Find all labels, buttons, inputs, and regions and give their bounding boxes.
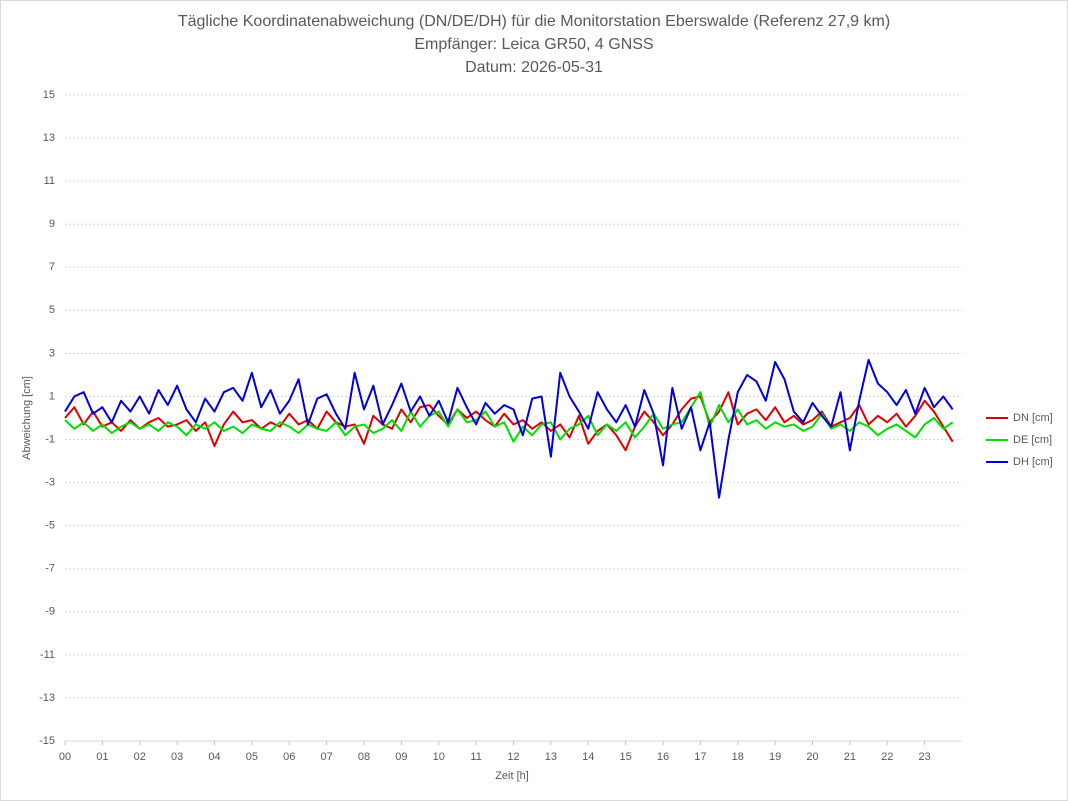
x-tick-label: 11 (470, 751, 481, 763)
y-tick-label: -11 (40, 649, 55, 661)
y-tick-label: -13 (39, 692, 55, 704)
y-tick-label: 15 (43, 89, 55, 101)
data-line (64, 391, 954, 452)
x-tick-label: 01 (96, 751, 108, 763)
legend-label: DH [cm] (1013, 456, 1053, 468)
x-tick-label: 02 (134, 751, 146, 763)
data-line (64, 358, 954, 499)
x-tick-label: 16 (657, 751, 669, 763)
legend-label: DE [cm] (1013, 434, 1052, 446)
x-tick-label: 20 (806, 751, 818, 763)
x-tick-label: 22 (881, 751, 893, 763)
y-tick-label: -7 (45, 563, 55, 575)
y-axis-label: Abweichung [cm] (21, 376, 33, 460)
data-line (64, 391, 954, 443)
x-tick-label: 06 (283, 751, 295, 763)
x-tick-label: 14 (582, 751, 594, 763)
x-tick-label: 15 (620, 751, 632, 763)
x-tick-label: 17 (694, 751, 706, 763)
x-tick-label: 23 (919, 751, 931, 763)
y-tick-label: 1 (49, 390, 55, 402)
x-tick-label: 05 (246, 751, 258, 763)
x-tick-label: 07 (321, 751, 333, 763)
y-tick-label: 5 (49, 304, 55, 316)
x-tick-label: 12 (507, 751, 519, 763)
y-tick-label: -5 (45, 520, 55, 532)
y-tick-label: -1 (45, 433, 55, 445)
x-tick-label: 04 (208, 751, 220, 763)
chart-title: Tägliche Koordinatenabweichung (DN/DE/DH… (178, 13, 890, 30)
y-tick-label: -3 (45, 477, 55, 489)
x-tick-label: 03 (171, 751, 183, 763)
x-tick-label: 18 (732, 751, 744, 763)
y-tick-label: 13 (43, 132, 55, 144)
x-tick-label: 10 (433, 751, 445, 763)
x-tick-label: 00 (59, 751, 71, 763)
chart-subtitle: Empfänger: Leica GR50, 4 GNSS (414, 36, 653, 53)
x-tick-label: 13 (545, 751, 557, 763)
y-tick-label: 7 (49, 261, 55, 273)
y-tick-label: -15 (39, 735, 55, 747)
x-tick-label: 21 (844, 751, 856, 763)
y-tick-label: -9 (45, 606, 55, 618)
x-tick-label: 08 (358, 751, 370, 763)
y-tick-label: 9 (49, 218, 55, 230)
chart-date: Datum: 2026-05-31 (465, 59, 603, 76)
x-tick-label: 09 (395, 751, 407, 763)
y-tick-label: 11 (44, 175, 55, 187)
x-tick-label: 19 (769, 751, 781, 763)
y-tick-label: 3 (49, 347, 55, 359)
x-axis-label: Zeit [h] (495, 770, 529, 782)
legend-label: DN [cm] (1013, 412, 1053, 424)
